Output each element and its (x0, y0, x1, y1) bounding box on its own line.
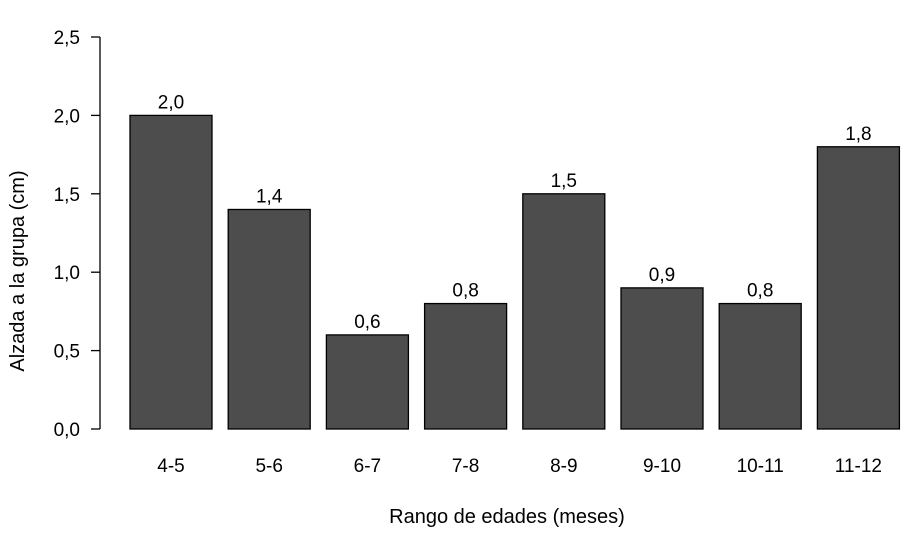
bar-10-11 (718, 302, 802, 430)
y-tick-label: 0,5 (54, 342, 80, 363)
data-label-10-11: 0,8 (747, 281, 773, 302)
x-tick-label-9-10: 9-10 (643, 456, 681, 477)
data-label-4-5: 2,0 (158, 92, 184, 113)
x-tick-label-5-6: 5-6 (255, 456, 282, 477)
bar-11-12 (816, 146, 901, 430)
x-tick-label-8-9: 8-9 (550, 456, 577, 477)
bar-9-10 (620, 287, 704, 430)
bars: 2,0 1,4 0,6 0,8 1,5 0,9 0,8 1,8 (129, 92, 901, 430)
x-axis: 4-5 5-6 6-7 7-8 8-9 9-10 10-11 11-12 (157, 456, 882, 477)
y-tick-label: 2,0 (54, 106, 80, 127)
y-axis-title: Alzada a la grupa (cm) (7, 170, 29, 371)
data-label-7-8: 0,8 (452, 281, 478, 302)
data-label-5-6: 1,4 (256, 186, 283, 207)
y-tick-label: 0,0 (54, 420, 80, 441)
bar-4-5 (129, 114, 213, 430)
bar-5-6 (227, 208, 311, 430)
x-axis-title: Rango de edades (meses) (389, 506, 625, 528)
x-tick-label-7-8: 7-8 (452, 456, 479, 477)
bar-6-7 (325, 334, 410, 430)
data-label-11-12: 1,8 (845, 124, 871, 145)
x-tick-label-6-7: 6-7 (354, 456, 381, 477)
x-tick-label-11-12: 11-12 (835, 456, 882, 477)
data-label-6-7: 0,6 (354, 312, 380, 333)
bar-8-9 (522, 193, 606, 430)
x-tick-label-4-5: 4-5 (157, 456, 184, 477)
y-tick-label: 2,5 (54, 28, 80, 49)
y-tick-label: 1,0 (54, 263, 80, 284)
x-tick-label-10-11: 10-11 (737, 456, 784, 477)
data-label-9-10: 0,9 (649, 265, 675, 286)
data-label-8-9: 1,5 (551, 171, 577, 192)
y-tick-label: 1,5 (54, 185, 80, 206)
y-axis: 0,0 0,5 1,0 1,5 2,0 2,5 (54, 28, 101, 441)
bar-7-8 (423, 302, 508, 430)
